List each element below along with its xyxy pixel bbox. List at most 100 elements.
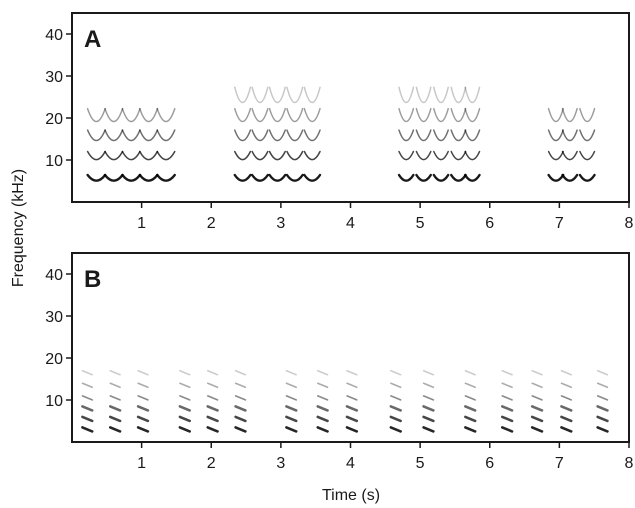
panel-b-xtick-label: 5 <box>416 455 425 472</box>
panel-b-harmonic-trace <box>346 382 358 389</box>
panel-a-ytick-label: 10 <box>45 153 63 170</box>
panel-b-harmonic-trace <box>206 405 219 412</box>
panel-a-harmonic-trace <box>303 129 321 142</box>
panel-a-letter: A <box>84 26 101 53</box>
panel-b-pulse <box>560 369 573 433</box>
panel-b-harmonic-trace <box>234 405 247 412</box>
panel-b-harmonic-trace <box>560 395 573 401</box>
panel-a-harmonic-trace <box>286 86 304 104</box>
panel-b-harmonic-trace <box>345 426 359 433</box>
panel-a-harmonic-trace <box>156 107 176 123</box>
panel-a-harmonic-trace <box>464 86 481 104</box>
panel-a-harmonic-trace <box>303 173 322 182</box>
panel-b-harmonic-trace <box>390 395 402 401</box>
y-axis-label: Frequency (kHz) <box>10 169 27 287</box>
panel-b-harmonic-trace <box>137 369 149 376</box>
panel-b-harmonic-trace <box>389 415 402 423</box>
panel-b-ytick-label: 10 <box>45 393 63 410</box>
panel-b-harmonic-trace <box>390 382 402 389</box>
panel-a-harmonic-trace <box>579 150 596 161</box>
panel-a-harmonic-trace <box>139 107 159 123</box>
panel-a-harmonic-trace <box>398 129 415 142</box>
panel-b-harmonic-trace <box>285 426 298 433</box>
panel-b-harmonic-trace <box>422 405 435 412</box>
panel-b-harmonic-trace <box>531 369 543 376</box>
panel-a-harmonic-trace <box>415 107 432 123</box>
panel-a-harmonic-trace <box>415 173 433 182</box>
panel-a-harmonic-trace <box>433 150 449 161</box>
panel-b-harmonic-trace <box>560 426 573 433</box>
panel-b-axes: 10 20 30 40 1 2 3 4 5 6 7 8 <box>45 267 633 472</box>
panel-b-pulse <box>206 369 219 433</box>
panel-b-harmonic-trace <box>316 405 329 412</box>
panel-b-harmonic-trace <box>345 415 359 423</box>
panel-a-harmonic-trace <box>561 173 579 182</box>
panel-a-harmonic-trace <box>104 129 124 142</box>
panel-a-harmonic-trace <box>433 107 449 123</box>
panel-a-xtick-label: 8 <box>625 215 634 232</box>
panel-b-harmonic-trace <box>234 395 247 401</box>
panel-a-harmonic-trace <box>251 86 269 104</box>
panel-b-harmonic-trace <box>285 395 297 401</box>
panel-a-harmonic-trace <box>415 129 432 142</box>
panel-b-harmonic-trace <box>234 369 247 376</box>
panel-b-harmonic-trace <box>206 415 219 423</box>
panel-a-xtick-label: 1 <box>137 215 146 232</box>
panel-b-frame <box>71 252 630 443</box>
panel-b-harmonic-trace <box>81 369 93 376</box>
panel-b-harmonic-trace <box>178 405 191 412</box>
panel-a-harmonic-trace <box>398 150 415 161</box>
panel-a-harmonic-trace <box>104 150 124 161</box>
panel-a-harmonic-trace <box>86 150 106 161</box>
panel-a-bout <box>233 86 322 182</box>
panel-b-harmonic-trace <box>316 426 329 433</box>
panel-a-harmonic-trace <box>547 173 565 182</box>
panel-b-pulse <box>389 369 402 433</box>
panel-a-harmonic-trace <box>268 86 286 104</box>
panel-b-harmonic-trace <box>531 395 543 401</box>
panel-b-harmonic-trace <box>109 369 121 376</box>
panel-b-harmonic-trace <box>390 369 402 376</box>
panel-a-harmonic-trace <box>156 150 176 161</box>
panel-b-harmonic-trace <box>285 415 298 423</box>
panel-a-harmonic-trace <box>464 107 481 123</box>
panel-b-harmonic-trace <box>389 426 402 433</box>
panel-a-harmonic-trace <box>547 150 564 161</box>
panel-b-pulse <box>316 369 329 433</box>
panel-a-harmonic-trace <box>286 129 304 142</box>
panel-b-harmonic-trace <box>501 382 513 389</box>
panel-a-harmonic-trace <box>251 107 269 123</box>
panel-b-harmonic-trace <box>178 426 191 433</box>
panel-a-harmonic-trace <box>398 107 415 123</box>
panel-b-harmonic-trace <box>596 369 609 376</box>
panel-a-harmonic-trace <box>578 173 596 182</box>
panel-b-spectrogram: B 10 20 30 40 1 2 3 4 5 6 7 8 <box>45 252 634 472</box>
panel-b-harmonic-trace <box>206 369 219 376</box>
panel-b-harmonic-trace <box>316 369 329 376</box>
panel-b-harmonic-trace <box>422 369 435 376</box>
panel-b-harmonic-trace <box>560 405 573 412</box>
panel-b-harmonic-trace <box>560 415 573 423</box>
panel-a-axes: 10 20 30 40 1 2 3 4 5 6 7 8 <box>45 27 633 232</box>
panel-b-harmonic-trace <box>136 426 150 433</box>
panel-b-harmonic-trace <box>464 426 477 433</box>
panel-b-pulse <box>530 369 544 433</box>
panel-b-harmonic-trace <box>179 395 191 401</box>
panel-b-pulse <box>345 369 359 433</box>
panel-b-harmonic-trace <box>500 405 514 412</box>
panel-a-harmonic-trace <box>398 86 415 104</box>
panel-b-harmonic-trace <box>346 369 358 376</box>
panel-b-pulse <box>136 369 150 433</box>
panel-a-harmonic-trace <box>138 173 159 182</box>
panel-a-harmonic-trace <box>579 129 596 142</box>
panel-a-harmonic-trace <box>268 150 286 161</box>
panel-b-pulse <box>178 369 191 433</box>
panel-b-ytick-label: 40 <box>45 267 63 284</box>
panel-a-bout <box>547 107 596 182</box>
panel-b-harmonic-trace <box>234 382 247 389</box>
panel-b-harmonic-trace <box>285 369 297 376</box>
panel-b-harmonic-trace <box>179 382 191 389</box>
panel-a-harmonic-trace <box>86 173 107 182</box>
panel-a-ytick-label: 20 <box>45 111 63 128</box>
